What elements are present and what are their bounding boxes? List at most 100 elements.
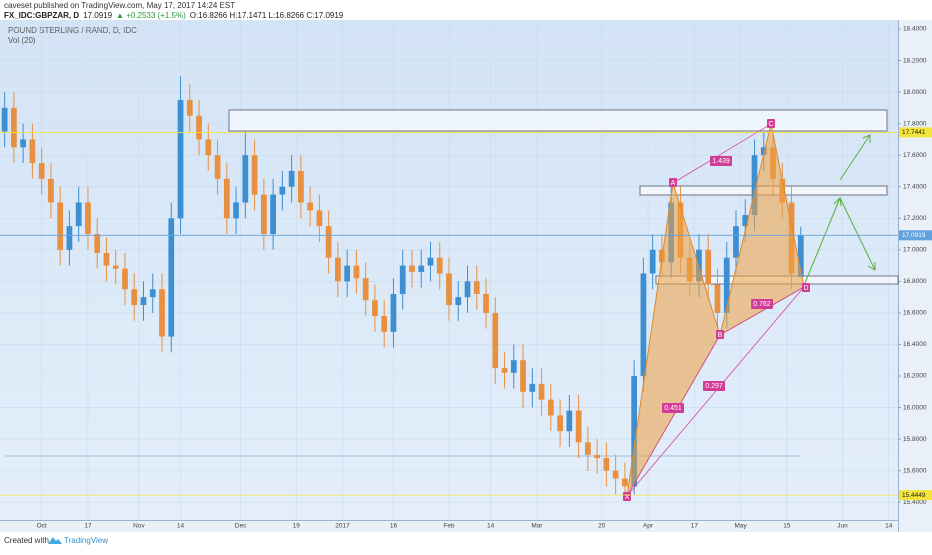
y-tick-label: 15.8000 <box>903 436 927 443</box>
candle-body <box>233 202 239 219</box>
candle-body <box>520 360 526 392</box>
candle-body <box>399 265 406 294</box>
point-label: C <box>768 121 773 128</box>
price-labels: 17.7441 17.0919 15.4449 <box>0 127 932 501</box>
y-tick-label: 18.2000 <box>903 57 927 64</box>
y-tick-label: 17.0000 <box>903 247 927 254</box>
candle-body <box>186 99 193 116</box>
x-tick-label: 20 <box>598 523 606 530</box>
x-tick-label: 14 <box>177 523 185 530</box>
publisher: caveset published on TradingView.com, Ma… <box>4 1 235 10</box>
x-tick-label: 17 <box>691 523 699 530</box>
candle-body <box>270 194 276 235</box>
y-tick-label: 18.4000 <box>903 26 927 33</box>
x-tick-label: Apr <box>643 523 654 530</box>
candle-body <box>103 252 110 266</box>
candle-body <box>159 289 165 337</box>
arrow-head <box>862 134 871 143</box>
price-label: 17.0919 <box>902 232 926 239</box>
point-label: D <box>803 285 808 292</box>
x-tick-label: Jun <box>837 523 848 530</box>
point-label: B <box>718 332 723 339</box>
candle-body <box>390 293 397 332</box>
y-tick-label: 17.2000 <box>903 215 927 222</box>
arrow-head <box>867 262 876 271</box>
y-tick-label: 17.6000 <box>903 152 927 159</box>
ratio-line <box>626 334 721 497</box>
candle-body <box>122 268 128 290</box>
candle-body <box>705 249 712 285</box>
price-label-box <box>899 127 932 138</box>
y-tick-label: 16.2000 <box>903 373 927 380</box>
y-tick-label: 15.4000 <box>903 499 927 506</box>
candle-body <box>584 442 591 455</box>
price-label-box <box>899 490 932 501</box>
candle-body <box>38 163 45 179</box>
candle-body <box>298 170 304 203</box>
time-axis <box>0 520 898 532</box>
ohlc: O:16.8266 H:17.1471 L:16.8266 C:17.0919 <box>190 11 344 20</box>
x-tick-label: 19 <box>293 523 301 530</box>
ratio-label-box <box>703 381 725 391</box>
candle-body <box>631 375 638 487</box>
candle-body <box>557 415 563 432</box>
y-tick-label: 16.4000 <box>903 341 927 348</box>
y-tick-label: 16.0000 <box>903 404 927 411</box>
candle-body <box>112 265 119 269</box>
last-price: 17.0919 <box>83 11 112 20</box>
candle-body <box>85 202 91 235</box>
candle-body <box>751 155 758 216</box>
footer-text: Created with <box>4 536 49 545</box>
candle-body <box>75 202 82 227</box>
candle-body <box>260 194 267 235</box>
ratio-label-box <box>751 299 773 309</box>
candle-body <box>436 257 443 274</box>
y-tick-label: 17.8000 <box>903 120 927 127</box>
ratio-line <box>672 123 772 184</box>
change: ▲ +0.2533 (+1.5%) <box>116 11 186 20</box>
candle-body <box>483 293 489 313</box>
candle-body <box>196 115 202 140</box>
candle-body <box>66 226 73 250</box>
candle-body <box>418 265 425 272</box>
projection-arrow <box>839 134 871 181</box>
candle-body <box>529 383 536 392</box>
candle-body <box>473 281 480 294</box>
candle-body <box>723 257 730 313</box>
candle-body <box>714 284 721 313</box>
y-tick-label: 18.0000 <box>903 89 927 96</box>
candle-body <box>353 265 360 279</box>
candle-body <box>149 289 156 298</box>
candle-body <box>29 139 36 164</box>
candle-body <box>20 139 27 148</box>
ticks: 18.4000 18.2000 18.0000 17.8000 17.6000 17.40… <box>0 20 927 530</box>
candle-body <box>214 155 221 179</box>
x-tick-label: Mar <box>531 523 543 530</box>
price-label-box <box>899 230 932 241</box>
x-tick-label: Feb <box>443 523 455 530</box>
candle-body <box>205 139 212 156</box>
candle-body <box>325 226 332 258</box>
candle-body <box>622 478 628 487</box>
candle-body <box>464 281 471 298</box>
ratio-label: 0.451 <box>664 405 682 412</box>
x-tick-label: 14 <box>487 523 495 530</box>
candle-body <box>177 99 184 219</box>
candle-body <box>501 368 508 373</box>
candle-body <box>381 316 388 332</box>
x-tick-label: Dec <box>235 523 247 530</box>
x-tick-label: 14 <box>885 523 893 530</box>
footer-brand[interactable]: TradingView <box>64 536 108 545</box>
price-label: 15.4449 <box>902 492 926 499</box>
point-label-box <box>802 283 810 292</box>
point-label-box <box>669 178 677 187</box>
pattern-labels: X A B C D 1.439 0.451 0.297 0.762 <box>623 119 810 501</box>
point-label: X <box>625 494 630 501</box>
candle-body <box>510 360 517 373</box>
candle-body <box>427 257 434 266</box>
logo <box>48 537 62 544</box>
x-tick-label: 15 <box>783 523 791 530</box>
candle-body <box>547 399 554 416</box>
candle-body <box>612 470 619 479</box>
